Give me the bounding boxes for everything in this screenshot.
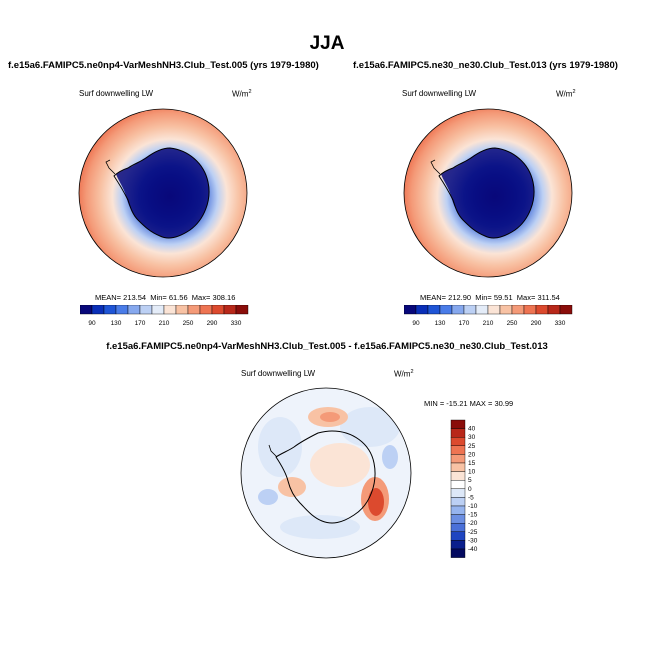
- season-title: JJA: [309, 33, 345, 54]
- left-panel-title: f.e15a6.FAMIPC5.ne0np4-VarMeshNH3.Club_T…: [8, 60, 319, 71]
- left-colorbar-swatch: [187, 305, 201, 315]
- right-panel-title: f.e15a6.FAMIPC5.ne30_ne30.Club_Test.013 …: [353, 60, 618, 71]
- left-colorbar-swatch: [223, 305, 237, 315]
- left-colorbar-swatch: [151, 305, 165, 315]
- diff-units: W/m2: [394, 369, 414, 379]
- left-colorbar-tick-label: 130: [111, 320, 122, 327]
- diff-colorbar-tick-label: -10: [468, 503, 478, 510]
- left-colorbar-swatch: [175, 305, 189, 315]
- diff-colorbar-swatch: [450, 445, 466, 455]
- diff-colorbar-swatch: [450, 437, 466, 447]
- right-colorbar-swatch: [439, 305, 453, 315]
- diff-colorbar-swatch: [450, 531, 466, 541]
- right-colorbar-tick-label: 330: [555, 320, 566, 327]
- left-units: W/m2: [232, 89, 252, 99]
- left-polar-map: [78, 108, 248, 278]
- diff-colorbar-tick-label: -15: [468, 512, 478, 519]
- right-colorbar-tick-label: 250: [507, 320, 518, 327]
- diff-colorbar-tick-label: -25: [468, 529, 478, 536]
- left-stats: MEAN= 213.54 Min= 61.56 Max= 308.16: [95, 293, 236, 302]
- left-colorbar-tick-label: 90: [88, 320, 96, 327]
- diff-colorbar-swatch: [450, 480, 466, 490]
- left-colorbar-swatch: [139, 305, 153, 315]
- diff-colorbar-tick-label: 5: [468, 477, 472, 484]
- left-colorbar-swatch: [103, 305, 117, 315]
- diff-colorbar-tick-label: -40: [468, 546, 478, 553]
- left-colorbar: 90130170210250290330370: [80, 305, 249, 327]
- left-colorbar-tick-label: 290: [207, 320, 218, 327]
- right-colorbar-tick-label: 170: [459, 320, 470, 327]
- left-colorbar-swatch: [115, 305, 129, 315]
- diff-minmax: MIN = -15.21 MAX = 30.99: [424, 399, 514, 408]
- left-colorbar-swatch: [235, 305, 249, 315]
- right-colorbar-swatch: [559, 305, 573, 315]
- right-colorbar-swatch: [499, 305, 513, 315]
- antarctica-outline-left: [113, 147, 210, 239]
- right-colorbar-swatch: [415, 305, 429, 315]
- right-colorbar-tick-label: 90: [412, 320, 420, 327]
- diff-colorbar-tick-label: 10: [468, 469, 476, 476]
- diff-colorbar-tick-label: 15: [468, 460, 476, 467]
- right-colorbar-swatch: [547, 305, 561, 315]
- right-colorbar-tick-label: 210: [483, 320, 494, 327]
- left-colorbar-swatch: [91, 305, 105, 315]
- right-colorbar-swatch: [451, 305, 465, 315]
- right-colorbar-swatch: [487, 305, 501, 315]
- right-colorbar-swatch: [475, 305, 489, 315]
- diff-colorbar-tick-label: 0: [468, 486, 472, 493]
- left-colorbar-swatch: [80, 305, 93, 315]
- diff-colorbar-swatch: [450, 428, 466, 438]
- right-colorbar-tick-label: 290: [531, 320, 542, 327]
- left-variable-label: Surf downwelling LW: [79, 89, 154, 98]
- diff-colorbar-swatch: [450, 497, 466, 507]
- left-colorbar-swatch: [199, 305, 213, 315]
- right-colorbar-swatch: [427, 305, 441, 315]
- left-colorbar-tick-label: 210: [159, 320, 170, 327]
- diff-colorbar-swatch: [450, 514, 466, 524]
- antarctica-outline-diff: [275, 430, 376, 524]
- diff-colorbar-tick-label: 25: [468, 443, 476, 450]
- diff-colorbar-swatch: [450, 462, 466, 472]
- diff-colorbar-swatch: [450, 471, 466, 481]
- diff-colorbar-tick-label: 20: [468, 451, 476, 458]
- diff-variable-label: Surf downwelling LW: [241, 369, 316, 378]
- left-colorbar-tick-label: 250: [183, 320, 194, 327]
- right-colorbar-swatch: [404, 305, 417, 315]
- diff-colorbar-swatch: [450, 505, 466, 515]
- diff-colorbar-tick-label: -20: [468, 520, 478, 527]
- left-colorbar-tick-label: 170: [135, 320, 146, 327]
- diff-panel-title: f.e15a6.FAMIPC5.ne0np4-VarMeshNH3.Club_T…: [106, 341, 548, 352]
- right-stats: MEAN= 212.90 Min= 59.51 Max= 311.54: [420, 293, 560, 302]
- right-polar-map: [403, 108, 573, 278]
- right-colorbar-swatch: [523, 305, 537, 315]
- right-units: W/m2: [556, 89, 576, 99]
- diff-colorbar-tick-label: 30: [468, 434, 476, 441]
- diff-colorbar-swatch: [450, 454, 466, 464]
- right-variable-label: Surf downwelling LW: [402, 89, 477, 98]
- left-colorbar-swatch: [127, 305, 141, 315]
- diff-colorbar-swatch: [450, 548, 466, 558]
- right-colorbar-swatch: [535, 305, 549, 315]
- left-colorbar-swatch: [211, 305, 225, 315]
- diff-colorbar-swatch: [450, 488, 466, 498]
- diff-colorbar-tick-label: 40: [468, 426, 476, 433]
- left-colorbar-swatch: [163, 305, 177, 315]
- antarctica-outline-right: [438, 147, 535, 239]
- diff-colorbar-swatch: [450, 540, 466, 550]
- diff-colorbar-swatch: [450, 419, 466, 429]
- diff-colorbar-tick-label: -30: [468, 537, 478, 544]
- right-colorbar-swatch: [463, 305, 477, 315]
- diff-colorbar-swatch: [450, 522, 466, 532]
- diff-colorbar-tick-label: -5: [468, 494, 474, 501]
- right-colorbar-tick-label: 130: [435, 320, 446, 327]
- left-colorbar-tick-label: 330: [231, 320, 242, 327]
- right-colorbar: 90130170210250290330370: [404, 305, 573, 327]
- diff-polar-map: [240, 387, 412, 559]
- right-colorbar-swatch: [511, 305, 525, 315]
